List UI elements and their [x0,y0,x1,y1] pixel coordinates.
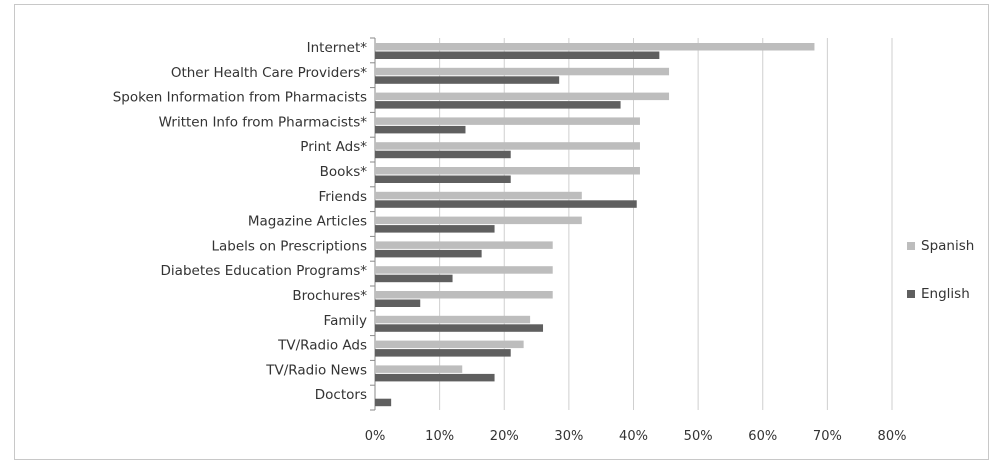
category-label: Magazine Articles [248,214,367,230]
bar-english [375,175,511,183]
x-tick-label: 50% [684,429,713,444]
bar-english [375,225,495,233]
x-tick-label: 40% [619,429,648,444]
category-label: Diabetes Education Programs* [161,263,368,279]
bar-english [375,249,482,258]
category-label: TV/Radio Ads [277,338,367,354]
bar-english [375,299,421,307]
bar-spanish [375,340,524,349]
bar-english [375,349,511,357]
x-tick-label: 30% [554,429,583,444]
legend-label-spanish: Spanish [921,238,974,254]
category-label: Labels on Prescriptions [211,238,367,254]
bar-english [375,398,392,407]
bar-english [375,274,453,283]
category-label: Print Ads* [300,139,367,155]
bar-english [375,200,637,208]
category-label: Family [324,313,367,329]
x-tick-label: 70% [813,429,842,444]
bar-spanish [375,167,640,175]
category-label: Other Health Care Providers* [171,65,367,81]
bar-english [375,373,495,382]
bar-english [375,150,511,159]
bar-spanish [375,67,670,76]
category-label: Books* [320,164,368,180]
bar-spanish [375,291,553,299]
bar-english [375,101,621,109]
category-label: TV/Radio News [265,362,367,378]
category-label: Internet* [307,40,368,56]
x-tick-label: 10% [425,429,454,444]
x-tick-label: 0% [365,429,386,444]
bar-spanish [375,191,582,200]
bar-spanish [375,92,670,101]
category-label: Brochures* [292,288,367,304]
legend-label-english: English [921,286,970,302]
category-label: Written Info from Pharmacists* [159,114,368,130]
bar-spanish [375,241,553,249]
bar-spanish [375,43,815,51]
bar-spanish [375,216,582,225]
legend-swatch-spanish [907,242,915,250]
category-label: Friends [318,189,367,205]
bar-spanish [375,142,640,150]
bar-spanish [375,365,463,373]
x-tick-label: 60% [748,429,777,444]
x-tick-label: 20% [490,429,519,444]
bar-english [375,51,660,59]
bar-spanish [375,266,553,274]
category-label: Spoken Information from Pharmacists [113,90,367,106]
category-label: Doctors [315,387,367,403]
x-tick-label: 80% [878,429,907,444]
bar-english [375,125,466,134]
bar-spanish [375,117,640,125]
bar-spanish [375,315,531,324]
legend-swatch-english [907,290,915,298]
bar-english [375,76,560,84]
bar-english [375,324,544,332]
